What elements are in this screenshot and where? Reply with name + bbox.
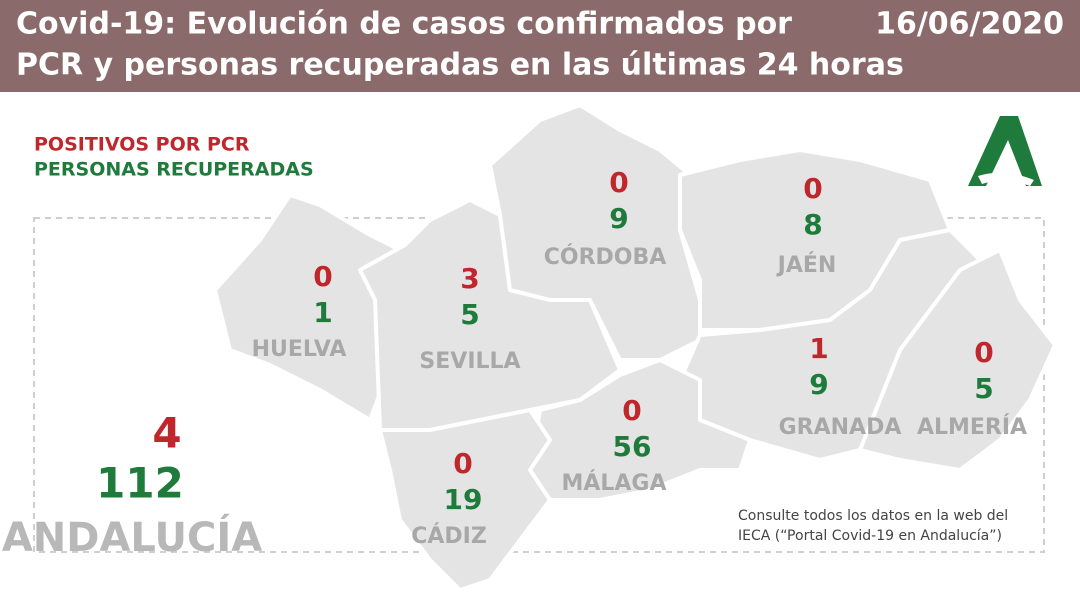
title-line: PCR y personas recuperadas en las última… xyxy=(16,48,904,83)
legend-positive: POSITIVOS POR PCR xyxy=(34,134,250,156)
note-line: IECA (“Portal Covid-19 en Andalucía”) xyxy=(738,528,1002,544)
province-shape xyxy=(528,358,752,502)
logo xyxy=(968,116,1042,186)
province-name: GRANADA xyxy=(779,415,902,440)
province-positive: 0 xyxy=(609,166,628,199)
province-positive: 3 xyxy=(460,262,479,295)
province-recovered: 56 xyxy=(613,430,652,463)
note-line: Consulte todos los datos en la web del xyxy=(738,508,1008,524)
logo-stripe xyxy=(978,172,1034,186)
total-name: ANDALUCÍA xyxy=(2,513,262,561)
map: 01HUELVA35SEVILLA09CÓRDOBA08JAÉN19GRANAD… xyxy=(213,103,1057,592)
province-shape xyxy=(858,248,1057,472)
province-positive: 0 xyxy=(974,336,993,369)
province-name: CÓRDOBA xyxy=(544,244,667,270)
province-name: ALMERÍA xyxy=(917,414,1027,440)
date: 16/06/2020 xyxy=(875,7,1064,42)
logo-shape xyxy=(968,116,1042,186)
province-recovered: 9 xyxy=(609,202,628,235)
province-positive: 0 xyxy=(453,447,472,480)
province-recovered: 5 xyxy=(460,298,479,331)
header-band xyxy=(0,0,1080,92)
legend-recovered: PERSONAS RECUPERADAS xyxy=(34,159,314,181)
province-name: MÁLAGA xyxy=(561,470,666,496)
province-positive: 0 xyxy=(622,394,641,427)
province-name: CÁDIZ xyxy=(411,523,487,549)
province-positive: 0 xyxy=(803,172,822,205)
total-positive: 4 xyxy=(152,409,181,458)
province-recovered: 8 xyxy=(803,208,822,241)
province-positive: 1 xyxy=(809,332,828,365)
province-name: JAÉN xyxy=(776,252,837,278)
province-recovered: 5 xyxy=(974,372,993,405)
title-line: Covid-19: Evolución de casos confirmados… xyxy=(16,7,792,42)
frame xyxy=(33,217,1045,553)
province-recovered: 19 xyxy=(444,483,483,516)
province-shape xyxy=(378,408,552,592)
province-positive: 0 xyxy=(313,260,332,293)
total-recovered: 112 xyxy=(96,459,184,508)
province-recovered: 9 xyxy=(809,368,828,401)
province-name: HUELVA xyxy=(252,337,347,362)
province-shape xyxy=(213,193,402,422)
province-name: SEVILLA xyxy=(419,349,520,374)
province-recovered: 1 xyxy=(313,296,332,329)
